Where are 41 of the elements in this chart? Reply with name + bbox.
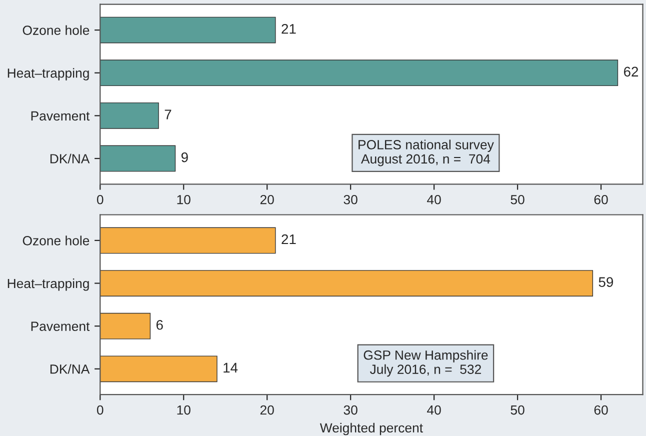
x-tick-label: 10 (177, 405, 190, 415)
annotation: POLES national survey August 2016, n = 704 (358, 140, 494, 166)
y-tick-label: Heat–trapping (8, 68, 89, 80)
data-label: 7 (164, 110, 172, 120)
bar (100, 270, 594, 296)
x-tick-label: 40 (427, 194, 441, 204)
x-tick-label: 20 (260, 194, 274, 204)
bar (100, 312, 151, 340)
x-tick-label: 30 (344, 194, 358, 204)
data-label: 21 (282, 234, 296, 244)
x-tick-label: 40 (427, 405, 441, 415)
y-tick-label: Pavement (31, 111, 90, 121)
y-tick-label: Pavement (31, 322, 90, 331)
x-tick-label: 20 (260, 405, 274, 415)
bar (100, 145, 176, 172)
x-tick-label: 30 (344, 405, 358, 415)
bar (100, 227, 276, 254)
annotation: GSP New Hampshire July 2016, n = 532 (364, 350, 488, 377)
bar (100, 60, 618, 86)
y-tick-label: Heat–trapping (8, 278, 89, 291)
y-tick-label: DK/NA (50, 154, 90, 164)
data-label: 14 (224, 362, 238, 372)
x-tick-label: 60 (594, 405, 608, 415)
data-label: 9 (181, 152, 188, 162)
bar (100, 102, 159, 129)
y-tick-label: Ozone hole (22, 236, 90, 246)
data-label: 6 (156, 320, 163, 330)
y-tick-label: DK/NA (50, 364, 90, 374)
data-label: 59 (598, 277, 614, 287)
data-label: 21 (282, 24, 296, 34)
x-axis-title: Weighted percent (320, 422, 423, 436)
x-tick-label: 0 (96, 194, 104, 204)
y-tick-label: Ozone hole (22, 25, 90, 35)
data-label: 62 (624, 66, 638, 77)
x-tick-label: 50 (510, 405, 524, 415)
bar (100, 356, 218, 382)
x-tick-label: 60 (594, 194, 608, 204)
x-tick-label: 50 (510, 194, 524, 204)
x-tick-label: 10 (177, 194, 190, 204)
x-tick-label: 0 (96, 405, 104, 415)
bar (100, 16, 276, 44)
